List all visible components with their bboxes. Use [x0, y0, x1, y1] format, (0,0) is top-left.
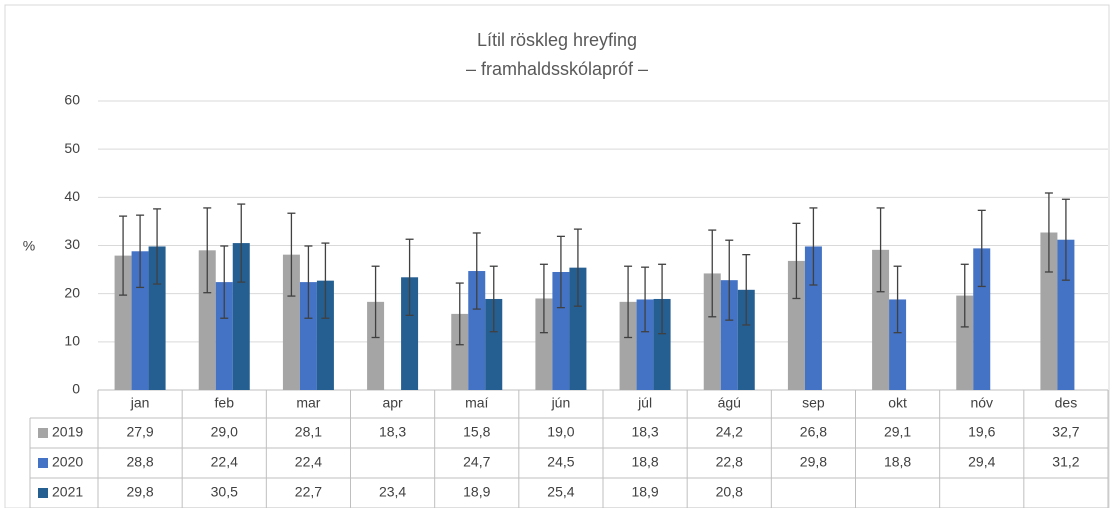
legend-swatch	[38, 428, 48, 438]
x-tick-label: des	[1055, 395, 1078, 411]
table-cell: 29,1	[884, 424, 911, 440]
x-tick-label: jan	[130, 395, 150, 411]
x-tick-label: jún	[551, 395, 571, 411]
table-cell: 22,4	[211, 454, 238, 470]
table-cell: 22,4	[295, 454, 322, 470]
bar	[282, 254, 300, 390]
bar	[316, 280, 334, 390]
bar	[1040, 232, 1058, 390]
bar	[619, 301, 637, 390]
bar	[889, 299, 907, 390]
bar	[552, 271, 570, 390]
bar	[468, 271, 486, 390]
bar	[535, 298, 553, 390]
bar	[148, 246, 166, 390]
bar	[232, 243, 250, 390]
y-tick-label: 40	[64, 188, 80, 204]
y-tick-label: 10	[64, 333, 80, 349]
table-cell: 18,8	[884, 454, 911, 470]
table-cell: 24,2	[716, 424, 743, 440]
x-tick-label: sep	[802, 395, 825, 411]
legend-label: 2021	[52, 484, 83, 500]
y-tick-label: 30	[64, 236, 80, 252]
table-cell: 19,6	[968, 424, 995, 440]
table-cell: 25,4	[547, 484, 574, 500]
table-cell: 31,2	[1052, 454, 1079, 470]
y-tick-label: 20	[64, 284, 80, 300]
y-axis-label: %	[23, 238, 35, 254]
bar	[401, 277, 419, 390]
table-cell: 18,3	[379, 424, 406, 440]
bar	[131, 251, 149, 390]
x-tick-label: okt	[888, 395, 907, 411]
chart-subtitle: – framhaldsskólapróf –	[466, 59, 648, 79]
table-cell: 27,9	[126, 424, 153, 440]
legend-label: 2019	[52, 424, 83, 440]
table-cell: 24,5	[547, 454, 574, 470]
table-cell: 29,4	[968, 454, 995, 470]
table-cell: 23,4	[379, 484, 406, 500]
bar	[703, 273, 721, 390]
x-tick-label: maí	[465, 395, 488, 411]
table-cell: 29,0	[211, 424, 238, 440]
bar	[720, 280, 738, 390]
bar	[973, 248, 991, 390]
table-cell: 28,8	[126, 454, 153, 470]
legend-swatch	[38, 458, 48, 468]
table-cell: 18,3	[631, 424, 658, 440]
table-cell: 29,8	[800, 454, 827, 470]
table-cell: 18,9	[463, 484, 490, 500]
x-tick-label: júl	[637, 395, 652, 411]
y-tick-label: 60	[64, 92, 80, 108]
bar	[299, 282, 317, 390]
bar	[569, 267, 587, 390]
chart-title: Lítil röskleg hreyfing	[477, 30, 637, 50]
bar	[1057, 239, 1075, 390]
table-cell: 15,8	[463, 424, 490, 440]
legend-swatch	[38, 488, 48, 498]
bar	[787, 260, 805, 390]
table-cell: 22,7	[295, 484, 322, 500]
table-cell: 24,7	[463, 454, 490, 470]
x-tick-label: feb	[215, 395, 235, 411]
bar	[956, 295, 974, 390]
y-tick-label: 0	[72, 381, 80, 397]
chart-border	[4, 4, 1110, 508]
legend-label: 2020	[52, 454, 83, 470]
bar	[198, 250, 216, 390]
table-cell: 22,8	[716, 454, 743, 470]
bar	[653, 298, 671, 390]
x-tick-label: apr	[382, 395, 403, 411]
bar	[485, 298, 503, 390]
x-tick-label: mar	[296, 395, 320, 411]
bar	[367, 301, 385, 390]
x-tick-label: ágú	[718, 395, 741, 411]
table-cell: 29,8	[126, 484, 153, 500]
bar	[636, 299, 654, 390]
bar	[114, 255, 132, 390]
bar	[451, 313, 469, 390]
table-cell: 30,5	[211, 484, 238, 500]
table-cell: 28,1	[295, 424, 322, 440]
table-cell: 19,0	[547, 424, 574, 440]
table-cell: 18,9	[631, 484, 658, 500]
table-cell: 18,8	[631, 454, 658, 470]
table-cell: 20,8	[716, 484, 743, 500]
y-tick-label: 50	[64, 140, 80, 156]
x-tick-label: nóv	[970, 395, 993, 411]
bar	[215, 282, 233, 390]
bar	[872, 249, 890, 390]
table-cell: 32,7	[1052, 424, 1079, 440]
bar	[737, 289, 755, 390]
table-cell: 26,8	[800, 424, 827, 440]
bar	[804, 246, 822, 390]
